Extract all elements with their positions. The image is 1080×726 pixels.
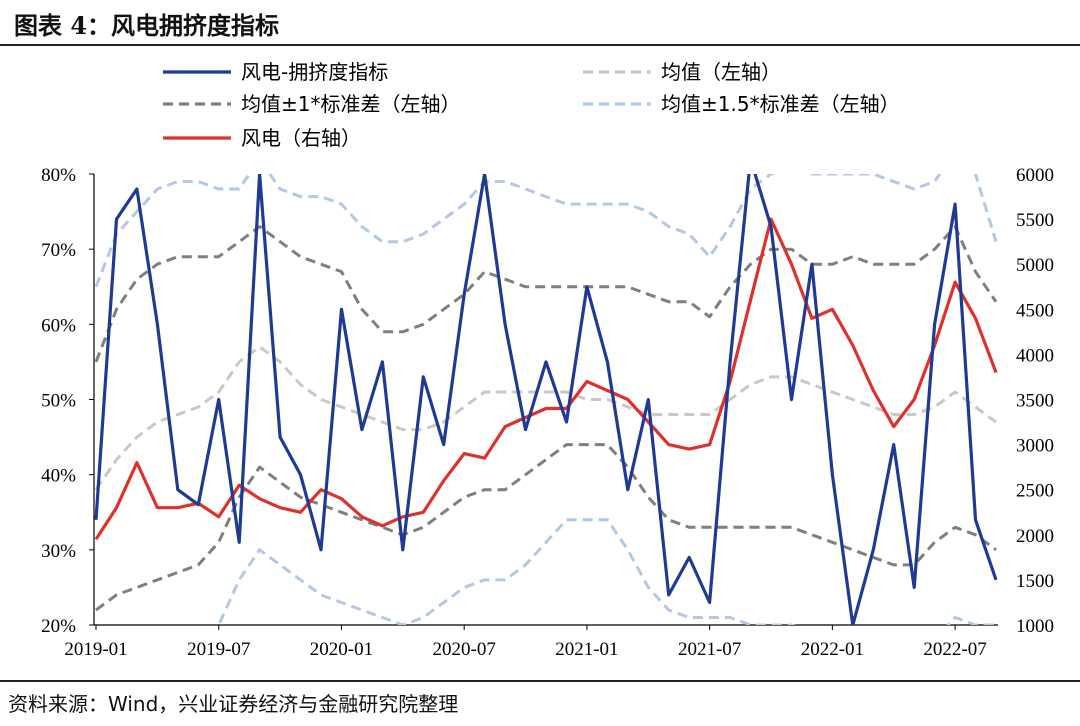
series-line xyxy=(216,518,996,625)
series-line xyxy=(95,443,997,612)
series-line xyxy=(94,345,997,491)
y-left-tick-label: 60% xyxy=(41,315,76,336)
series-line xyxy=(94,225,998,363)
x-tick-label: 2020-01 xyxy=(310,639,373,660)
series-line xyxy=(94,217,998,541)
y-right-tick-label: 6000 xyxy=(1016,165,1054,186)
y-right-tick-label: 3000 xyxy=(1016,436,1054,457)
y-right-tick-label: 3500 xyxy=(1016,391,1054,412)
x-tick-label: 2020-07 xyxy=(433,639,496,660)
y-right-tick-label: 2000 xyxy=(1016,526,1054,547)
y-right-tick-label: 4000 xyxy=(1016,345,1054,366)
y-left-tick-label: 70% xyxy=(41,240,76,261)
x-tick-label: 2019-07 xyxy=(187,639,250,660)
legend-label: 风电-拥挤度指标 xyxy=(241,60,388,84)
x-tick-label: 2021-01 xyxy=(555,639,618,660)
source-note: 资料来源：Wind，兴业证券经济与金融研究院整理 xyxy=(8,692,459,716)
y-right-tick-label: 1500 xyxy=(1016,571,1054,592)
y-left-tick-label: 30% xyxy=(41,541,76,562)
x-tick-label: 2021-07 xyxy=(678,639,741,660)
legend-label: 均值（左轴） xyxy=(661,60,781,84)
y-left-tick-label: 40% xyxy=(41,466,76,487)
chart: 20% 30% 40% 50% 60% 70% 80% 1000 1500 2000 2500 300… xyxy=(41,60,1054,660)
y-left-tick-label: 20% xyxy=(41,616,76,637)
y-right-tick-label: 5500 xyxy=(1016,210,1054,231)
legend-label: 均值±1*标准差（左轴） xyxy=(241,92,460,116)
y-right-tick-label: 4500 xyxy=(1016,300,1054,321)
x-tick-label: 2022-01 xyxy=(801,639,864,660)
chart-title: 图表 4：风电拥挤度指标 xyxy=(14,11,280,40)
x-tick-label: 2019-01 xyxy=(64,639,127,660)
y-left-tick-label: 80% xyxy=(41,165,76,186)
source-divider xyxy=(0,680,1080,682)
legend-label: 均值±1.5*标准差（左轴） xyxy=(661,92,900,116)
y-left-tick-label: 50% xyxy=(41,391,76,412)
y-right-tick-label: 1000 xyxy=(1016,616,1054,637)
legend-label: 风电（右轴） xyxy=(241,126,361,150)
y-right-tick-label: 5000 xyxy=(1016,255,1054,276)
series-line xyxy=(94,174,998,288)
x-tick-label: 2022-07 xyxy=(923,639,986,660)
series-line xyxy=(94,174,998,625)
y-right-tick-label: 2500 xyxy=(1016,481,1054,502)
title-divider xyxy=(0,44,1080,46)
